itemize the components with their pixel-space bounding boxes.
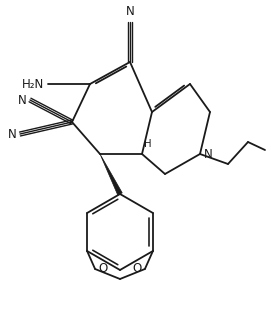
Text: H: H — [144, 139, 152, 149]
Text: O: O — [98, 263, 107, 276]
Text: N: N — [8, 127, 17, 140]
Polygon shape — [100, 154, 122, 195]
Text: O: O — [133, 263, 142, 276]
Text: N: N — [126, 5, 134, 18]
Text: H₂N: H₂N — [22, 77, 44, 91]
Text: N: N — [18, 94, 27, 107]
Text: N: N — [204, 147, 213, 160]
